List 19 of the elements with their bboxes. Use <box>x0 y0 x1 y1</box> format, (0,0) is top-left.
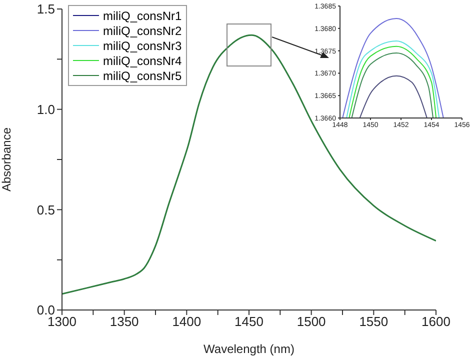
x-tick-label: 1500 <box>296 314 326 330</box>
y-tick-label: 1.0 <box>36 102 55 117</box>
y-tick-label: 1.5 <box>36 2 55 17</box>
x-tick-label: 1400 <box>172 314 202 330</box>
x-tick-label: 1450 <box>234 314 264 330</box>
x-tick-label: 1350 <box>110 314 139 330</box>
x-tick-label: 1550 <box>359 314 388 330</box>
legend-label: miliQ_consNr3 <box>103 38 182 52</box>
legend-label: miliQ_consNr5 <box>103 68 182 82</box>
legend-label: miliQ_consNr2 <box>103 24 182 38</box>
y-axis-title: Absorbance <box>0 127 14 192</box>
x-axis-title: Wavelength (nm) <box>204 342 294 356</box>
legend-label: miliQ_consNr1 <box>103 8 182 22</box>
line-series <box>351 52 434 118</box>
line-series <box>342 18 444 118</box>
x-tick-label: 1600 <box>422 314 450 330</box>
line-series <box>359 75 428 118</box>
y-tick-label: 0.5 <box>36 202 55 218</box>
legend-label: miliQ_consNr4 <box>103 54 182 68</box>
